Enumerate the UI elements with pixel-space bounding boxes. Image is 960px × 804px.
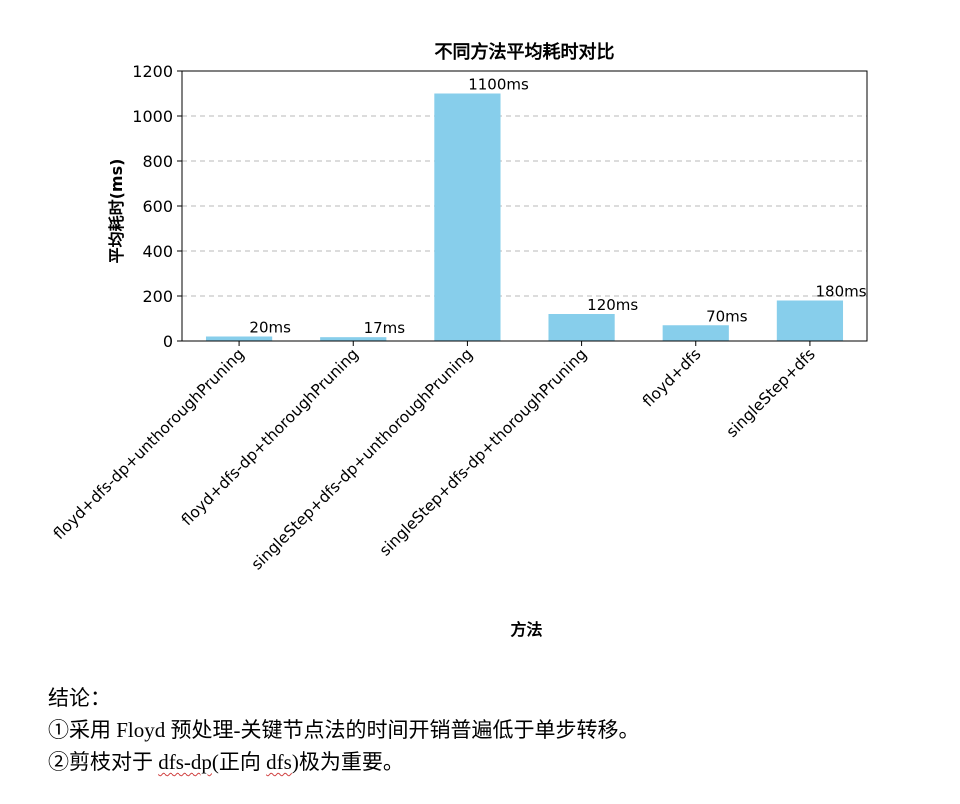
- data-label-5: 180ms: [815, 283, 866, 301]
- conclusion-line-2: ②剪枝对于 dfs-dp(正向 dfs)极为重要。: [48, 747, 404, 777]
- y-tick-label-3: 600: [142, 197, 173, 216]
- bar-1: [320, 337, 386, 341]
- x-tick-label-1: floyd+dfs-dp+thoroughPruning: [178, 345, 362, 529]
- x-tick-label-3: singleStep+dfs-dp+thoroughPruning: [376, 345, 590, 559]
- x-tick-label-5: singleStep+dfs: [723, 345, 819, 441]
- x-axis-label: 方法: [510, 620, 542, 639]
- bar-5: [777, 301, 843, 342]
- y-tick-label-4: 800: [142, 152, 173, 171]
- conclusion-line-1: ①采用 Floyd 预处理-关键节点法的时间开销普遍低于单步转移。: [48, 715, 640, 745]
- y-tick-label-5: 1000: [132, 107, 173, 126]
- chart-title: 不同方法平均耗时对比: [435, 41, 615, 63]
- y-axis-label: 平均耗时(ms): [107, 159, 126, 264]
- chart-canvas: 0 200 400 600 800 1000 1200 floyd+dfs-dp+unthor…: [0, 0, 960, 660]
- y-tick-label-6: 1200: [132, 62, 173, 81]
- x-tick-label-0: floyd+dfs-dp+unthoroughPruning: [50, 345, 248, 543]
- y-tick-label-0: 0: [163, 332, 173, 351]
- conclusion-heading: 结论：: [48, 683, 111, 713]
- term-dfs-dp: dfs-dp: [158, 750, 212, 774]
- bar-0: [206, 337, 272, 342]
- conclusion-line-2-suffix: )极为重要。: [292, 750, 404, 774]
- term-dfs: dfs: [266, 750, 292, 774]
- bar-3: [548, 314, 614, 341]
- data-label-3: 120ms: [587, 296, 638, 314]
- bar-chart: 0 200 400 600 800 1000 1200 floyd+dfs-dp+unthor…: [0, 0, 960, 660]
- bar-4: [663, 325, 729, 341]
- y-tick-label-2: 400: [142, 242, 173, 261]
- conclusion-line-2-middle: (正向: [212, 750, 266, 774]
- x-tick-label-4: floyd+dfs: [639, 345, 704, 410]
- x-tick-label-2: singleStep+dfs-dp+unthoroughPruning: [248, 345, 476, 573]
- conclusion-line-2-prefix: ②剪枝对于: [48, 750, 158, 774]
- data-label-4: 70ms: [706, 307, 748, 325]
- data-label-2: 1100ms: [468, 76, 529, 94]
- data-label-0: 20ms: [249, 319, 291, 337]
- data-label-1: 17ms: [364, 319, 406, 337]
- y-tick-label-1: 200: [142, 287, 173, 306]
- bar-2: [434, 94, 500, 342]
